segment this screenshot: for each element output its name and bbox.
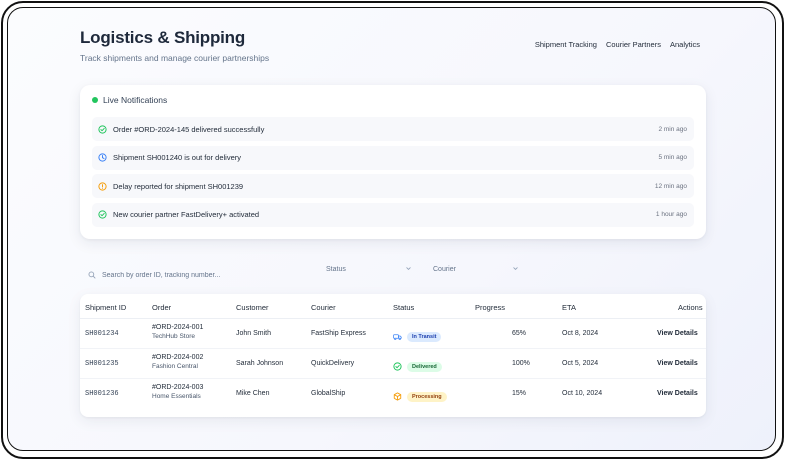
progress-value: 65%: [512, 330, 527, 337]
col-header-status: Status: [393, 303, 415, 312]
status-badge: Processing: [407, 392, 447, 402]
notification-text: Shipment SH001240 is out for delivery: [113, 153, 241, 162]
truck-icon: [393, 328, 402, 346]
col-header-courier: Courier: [311, 303, 336, 312]
status-cell: Processing: [393, 388, 447, 406]
notification-text: New courier partner FastDelivery+ activa…: [113, 210, 260, 219]
order-id: #ORD-2024-002: [152, 354, 204, 361]
alert-circle-icon: [98, 181, 107, 191]
store-name: Home Essentials: [152, 393, 201, 400]
search-input[interactable]: [102, 271, 302, 279]
col-header-actions: Actions: [678, 303, 703, 312]
order-cell: #ORD-2024-003 Home Essentials: [152, 384, 203, 400]
table-row: SH001235 #ORD-2024-002 Fashion Central S…: [80, 349, 706, 379]
store-name: TechHub Store: [152, 333, 195, 340]
customer-name: Mike Chen: [236, 390, 270, 397]
top-nav: Shipment Tracking Courier Partners Analy…: [535, 40, 700, 49]
filter-bar: Status Courier: [80, 262, 706, 282]
shipment-id: SH001236: [85, 390, 119, 398]
courier-filter-label: Courier: [433, 266, 456, 273]
status-cell: Delivered: [393, 358, 442, 376]
shipment-id: SH001235: [85, 360, 119, 368]
notification-time: 5 min ago: [658, 154, 687, 161]
order-cell: #ORD-2024-001 TechHub Store: [152, 324, 203, 340]
order-cell: #ORD-2024-002 Fashion Central: [152, 354, 203, 370]
col-header-eta: ETA: [562, 303, 577, 312]
nav-courier-partners[interactable]: Courier Partners: [605, 40, 661, 49]
status-badge: Delivered: [407, 362, 442, 372]
search-icon: [88, 266, 96, 284]
check-circle-icon: [98, 210, 107, 219]
col-header-shipment-id: Shipment ID: [85, 303, 127, 312]
order-id: #ORD-2024-001: [152, 324, 204, 331]
courier-name: FastShip Express: [311, 330, 366, 337]
status-filter-label: Status: [326, 266, 346, 273]
status-badge: In Transit: [407, 332, 442, 342]
order-id: #ORD-2024-003: [152, 384, 204, 391]
view-details-button[interactable]: View Details: [657, 390, 698, 397]
notification-text: Order #ORD-2024-145 delivered successful…: [113, 124, 265, 134]
courier-name: GlobalShip: [311, 390, 346, 397]
row-divider: [80, 378, 706, 379]
notification-item[interactable]: Order #ORD-2024-145 delivered successful…: [92, 117, 694, 141]
notification-time: 2 min ago: [658, 125, 687, 133]
view-details-button[interactable]: View Details: [657, 360, 698, 367]
col-header-customer: Customer: [236, 303, 269, 312]
eta-date: Oct 10, 2024: [562, 390, 603, 397]
page-title: Logistics & Shipping: [80, 28, 246, 47]
page-subtitle: Track shipments and manage courier partn…: [80, 53, 270, 63]
search-box: [88, 266, 308, 284]
row-divider: [80, 348, 706, 349]
progress-value: 15%: [512, 390, 527, 397]
notification-list: Order #ORD-2024-145 delivered successful…: [92, 117, 694, 231]
shipments-table: Shipment ID Order Customer Courier Statu…: [80, 294, 706, 417]
col-header-progress: Progress: [475, 303, 506, 312]
page-header: Logistics & Shipping Track shipments and…: [80, 28, 710, 76]
courier-name: QuickDelivery: [311, 360, 355, 367]
live-indicator-dot: [92, 97, 98, 103]
eta-date: Oct 8, 2024: [562, 330, 599, 337]
notification-text: Delay reported for shipment SH001239: [113, 181, 244, 191]
table-row: SH001236 #ORD-2024-003 Home Essentials M…: [80, 379, 706, 409]
col-header-order: Order: [152, 303, 172, 312]
notification-item[interactable]: Shipment SH001240 is out for delivery 5 …: [92, 145, 694, 170]
shipment-id: SH001234: [85, 330, 119, 338]
clock-icon: [98, 153, 107, 162]
live-notifications-card: Live Notifications Order #ORD-2024-145 d…: [80, 85, 706, 239]
check-circle-icon: [393, 358, 402, 376]
check-circle-icon: [98, 124, 107, 134]
store-name: Fashion Central: [152, 363, 198, 370]
chevron-down-icon: [512, 265, 519, 274]
nav-shipment-tracking[interactable]: Shipment Tracking: [534, 40, 597, 49]
notifications-title: Live Notifications: [103, 95, 168, 105]
chevron-down-icon: [405, 265, 412, 274]
customer-name: John Smith: [236, 330, 272, 337]
header-divider: [80, 318, 706, 319]
package-icon: [393, 388, 402, 406]
notification-time: 12 min ago: [654, 182, 687, 190]
eta-date: Oct 5, 2024: [562, 360, 599, 367]
courier-filter-select[interactable]: Courier: [433, 265, 519, 274]
nav-analytics[interactable]: Analytics: [669, 40, 700, 49]
notifications-header: Live Notifications: [92, 95, 167, 105]
customer-name: Sarah Johnson: [236, 360, 284, 367]
status-filter-select[interactable]: Status: [326, 265, 412, 274]
status-cell: In Transit: [393, 328, 442, 346]
table-row: SH001234 #ORD-2024-001 TechHub Store Joh…: [80, 319, 706, 349]
notification-time: 1 hour ago: [655, 211, 687, 218]
notification-item[interactable]: New courier partner FastDelivery+ activa…: [92, 202, 694, 227]
app-window: Logistics & Shipping Track shipments and…: [7, 7, 776, 451]
progress-value: 100%: [512, 360, 530, 367]
view-details-button[interactable]: View Details: [657, 330, 698, 337]
notification-item[interactable]: Delay reported for shipment SH001239 12 …: [92, 174, 694, 198]
